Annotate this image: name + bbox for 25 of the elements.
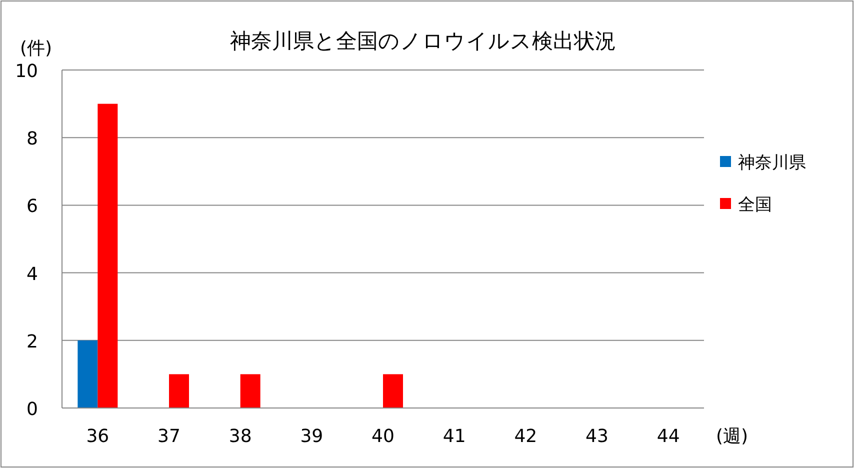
- bar: [169, 374, 189, 408]
- bar: [78, 340, 98, 408]
- x-tick-label: 38: [228, 426, 252, 447]
- x-tick-label: 37: [158, 426, 180, 447]
- y-tick-label: 0: [26, 399, 38, 420]
- x-tick-label: 43: [586, 426, 608, 447]
- x-axis-title: (週): [716, 426, 748, 447]
- y-tick-label: 2: [26, 331, 38, 352]
- legend-label: 全国: [738, 195, 772, 215]
- y-tick-label: 8: [26, 128, 38, 150]
- x-tick-label: 39: [300, 426, 324, 447]
- chart-title: 神奈川県と全国のノロウイルス検出状況: [230, 29, 616, 53]
- x-tick-label: 36: [86, 426, 110, 447]
- x-tick-label: 41: [442, 426, 466, 447]
- y-tick-label: 10: [15, 61, 38, 82]
- x-tick-label: 44: [656, 426, 680, 447]
- y-axis-title: (件): [20, 38, 52, 59]
- x-tick-label: 40: [372, 426, 394, 447]
- bar: [383, 374, 403, 408]
- bar: [98, 104, 118, 408]
- bar: [240, 374, 260, 408]
- x-tick-label: 42: [514, 426, 538, 447]
- y-tick-label: 6: [26, 196, 38, 218]
- y-tick-label: 4: [26, 264, 38, 285]
- legend-label: 神奈川県: [738, 153, 806, 173]
